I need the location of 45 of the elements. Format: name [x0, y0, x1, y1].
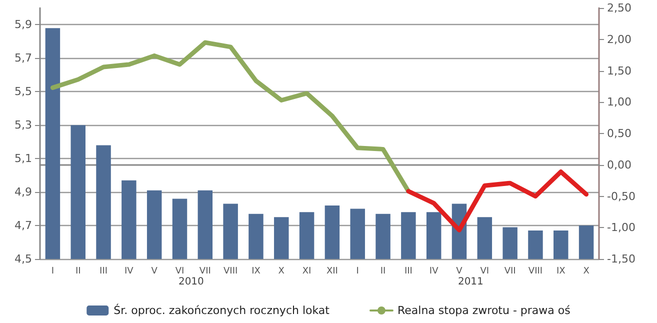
- y2-tick-label: 1,00: [607, 96, 632, 109]
- x-tick-label: VII: [199, 266, 211, 276]
- x-tick-label: X: [583, 266, 590, 276]
- y2-tick-label: -1,50: [607, 252, 636, 266]
- y2-tick-label: 0,00: [607, 158, 632, 172]
- x-tick-label: IX: [556, 266, 566, 276]
- x-tick-label: I: [356, 266, 359, 276]
- x-tick-label: IV: [124, 266, 134, 276]
- x-tick-label: IV: [429, 266, 440, 276]
- y-tick-label: 5,9: [14, 18, 32, 32]
- y-tick-label: 4,7: [14, 219, 32, 232]
- x-tick-label: VI: [480, 266, 490, 276]
- x-tick-label: XII: [326, 266, 338, 276]
- y-tick-label: 5,7: [14, 52, 32, 65]
- y2-tick-label: 0,50: [607, 127, 632, 140]
- text: 2010: [178, 276, 204, 288]
- legend-label: Śr. oproc. zakończonych rocznych lokat: [114, 303, 330, 317]
- line-series: [406, 170, 589, 232]
- x-tick-label: II: [380, 266, 386, 276]
- x-tick-label: I: [51, 266, 54, 276]
- x-tick-label: V: [151, 266, 158, 276]
- y-tick-label: 4,9: [14, 186, 32, 199]
- y2-tick-label: -1,00: [607, 221, 636, 234]
- text: 2011: [458, 276, 484, 288]
- x-tick-label: X: [278, 266, 284, 276]
- x-tick-label: III: [100, 266, 108, 276]
- x-tick-label: VIII: [528, 266, 543, 276]
- x-tick-label: VIII: [224, 266, 238, 276]
- x-tick-label: II: [75, 266, 81, 276]
- y2-tick-label: -0,50: [607, 190, 636, 203]
- x-tick-label: IX: [252, 266, 260, 276]
- legend-label: Realna stopa zwrotu - prawa oś: [397, 304, 571, 317]
- y2-tick-label: 1,50: [607, 64, 632, 78]
- x-tick-label: VII: [504, 266, 516, 276]
- y-tick-label: 5,5: [14, 85, 32, 98]
- x-tick-label: VI: [175, 266, 184, 276]
- x-tick-label: V: [456, 266, 464, 276]
- x-tick-label: XI: [302, 266, 312, 276]
- x-tick-label: III: [404, 266, 412, 276]
- y2-tick-label: 2,50: [607, 2, 632, 14]
- y-tick-label: 4,5: [14, 252, 32, 266]
- y2-tick-label: 2,00: [607, 32, 632, 46]
- y-tick-label: 5,1: [14, 152, 32, 166]
- y-tick-label: 5,3: [14, 118, 32, 132]
- line-series: [50, 40, 411, 194]
